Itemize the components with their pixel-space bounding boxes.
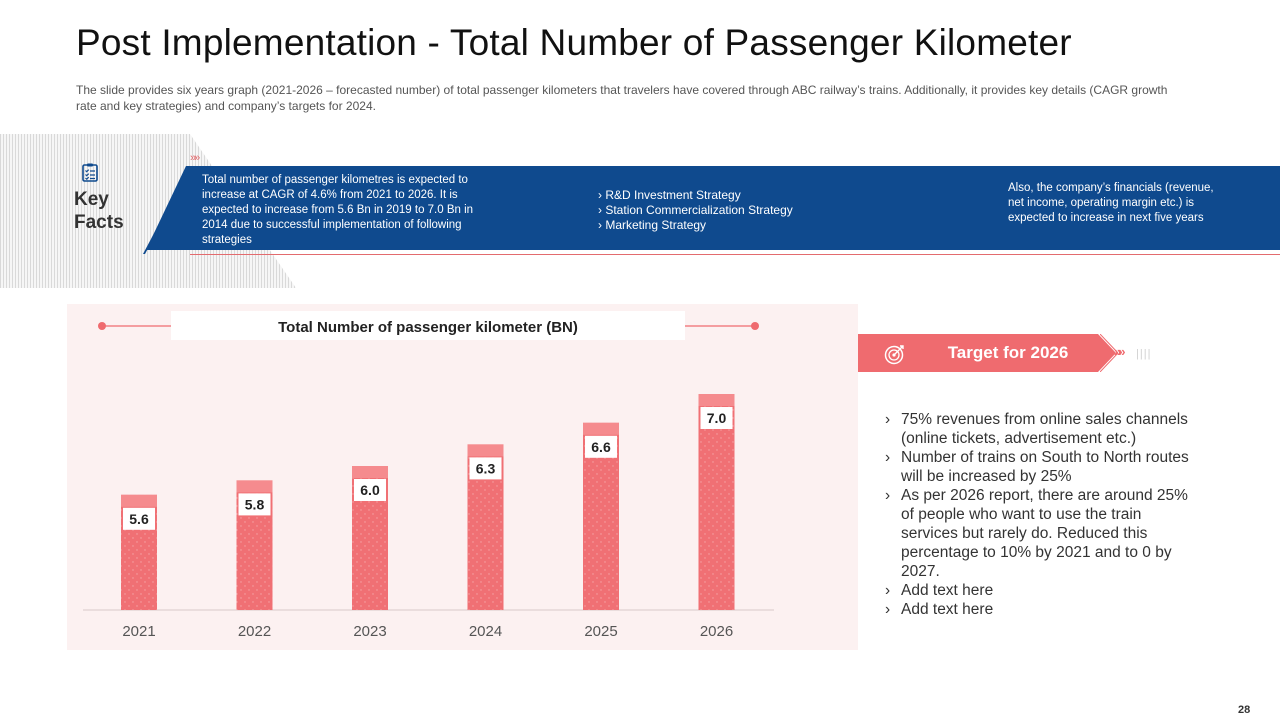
chart-title-box [171,311,685,340]
strategy-item: Station Commercialization Strategy [598,203,792,218]
target-ticks-decoration: |||| [1136,348,1152,360]
data-label-2025: 6.6 [591,439,611,455]
target-item: Number of trains on South to North route… [885,448,1195,486]
chart-title: Total Number of passenger kilometer (BN) [278,319,578,336]
small-chevron-icon: »» [190,152,200,164]
data-label-2021: 5.6 [129,511,149,527]
target-chevrons-icon: »» [1114,344,1126,359]
bar-chart: Total Number of passenger kilometer (BN)… [83,311,774,640]
target-icon [884,345,904,365]
financials-text: Also, the company’s financials (revenue,… [1008,182,1214,224]
strategy-item: R&D Investment Strategy [598,188,793,203]
bar-cap-2026 [698,394,735,406]
key-facts-label: Key Facts [74,189,124,233]
page-number: 28 [1238,704,1251,716]
band-underline [190,254,1280,255]
slide-title: Post Implementation - Total Number of Pa… [76,22,1072,63]
data-label-box-2022 [238,493,271,516]
data-label-2026: 7.0 [707,410,727,426]
target-item: 75% revenues from online sales channels … [885,410,1195,448]
data-label-box-2025 [585,435,617,458]
bar-cap-2022 [236,480,273,493]
target-title: Target for 2026 [947,343,1069,362]
data-label-box-2024 [469,457,502,480]
target-item: Add text here [885,581,1195,600]
bar-cap-2021 [121,494,157,507]
x-tick-label-2024: 2024 [469,623,502,640]
x-tick-label-2025: 2025 [584,623,617,640]
data-label-box-2021 [123,507,155,530]
target-banner-outline [1100,334,1118,372]
chart-title-dot-left [98,322,106,330]
x-tick-label-2022: 2022 [238,623,271,640]
data-label-2024: 6.3 [476,460,496,476]
x-tick-label-2021: 2021 [122,623,155,640]
data-label-box-2026 [700,407,733,429]
chart-panel: Total Number of passenger kilometer (BN)… [67,304,858,650]
data-label-2023: 6.0 [360,482,380,498]
target-banner [858,334,1116,372]
target-item: Add text here [885,600,1195,619]
bar-cap-2024 [467,444,504,457]
strategy-item: Marketing Strategy [598,218,793,233]
checklist-icon [82,163,98,182]
bar-2026 [698,394,735,610]
x-tick-label-2026: 2026 [700,623,733,640]
chart-title-dot-right [751,322,759,330]
x-tick-label-2023: 2023 [353,623,386,640]
bar-cap-2023 [352,466,388,478]
target-list: 75% revenues from online sales channels … [885,410,1195,619]
target-item: As per 2026 report, there are around 25%… [885,486,1195,581]
strategy-list: R&D Investment Strategy Station Commerci… [598,188,793,233]
key-facts-main-text: Total number of passenger kilometres is … [202,174,474,246]
data-label-box-2023 [354,479,386,501]
data-label-2022: 5.8 [245,496,265,512]
slide-subtitle: The slide provides six years graph (2021… [76,83,1168,113]
bar-cap-2025 [583,422,619,435]
